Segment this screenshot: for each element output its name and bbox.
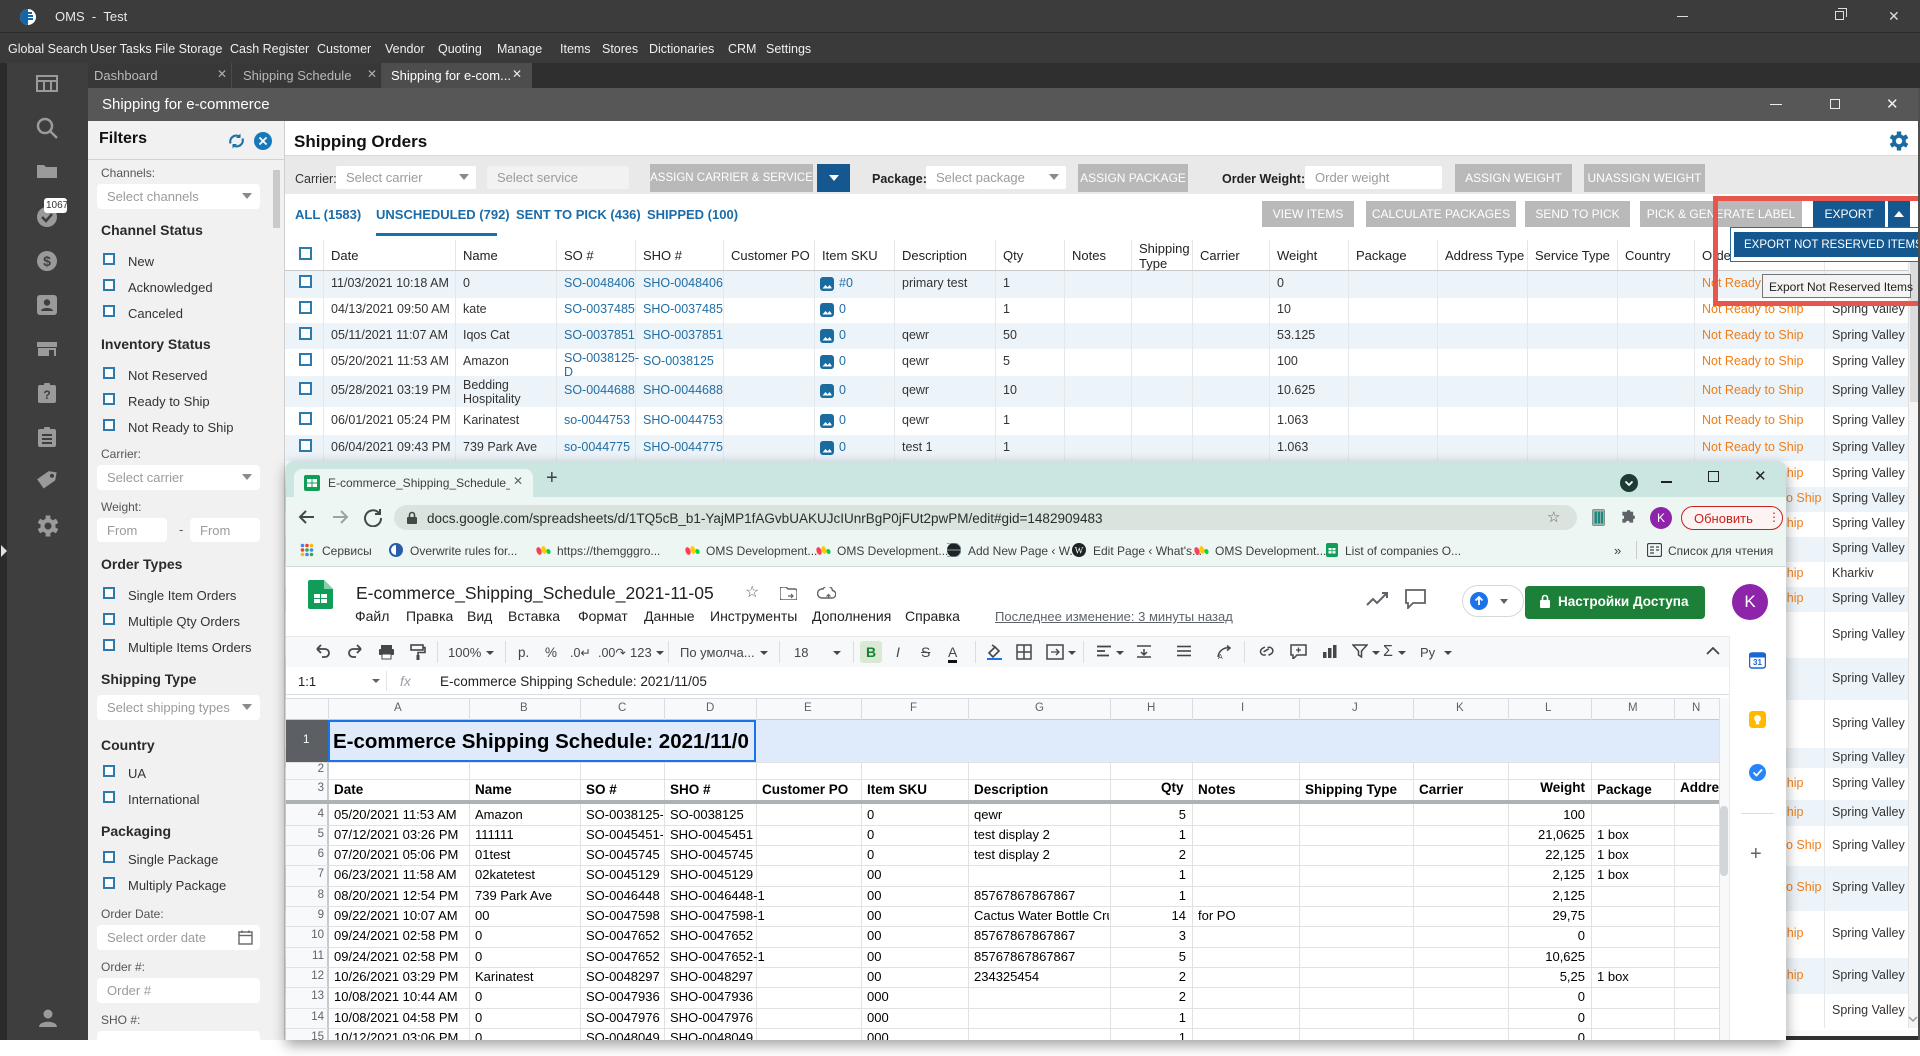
svg-text:W: W: [1075, 546, 1084, 556]
svg-text:31: 31: [1753, 658, 1762, 667]
svg-text:A: A: [1218, 654, 1223, 659]
svg-text:$: $: [43, 253, 51, 269]
svg-text:?: ?: [43, 388, 50, 402]
